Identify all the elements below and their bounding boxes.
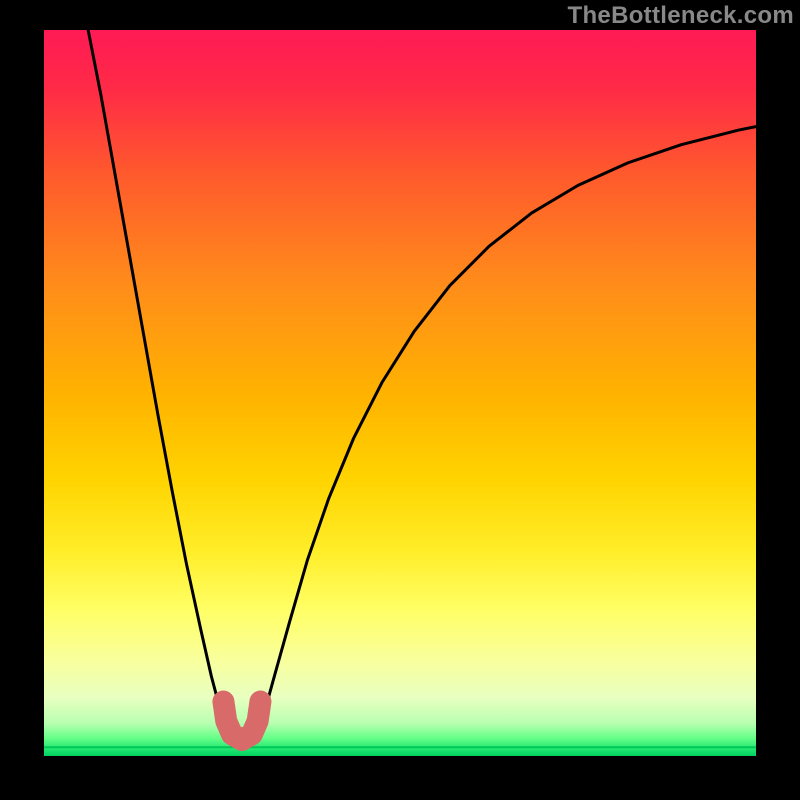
curve-left-branch [88,30,226,728]
chart-container: TheBottleneck.com [0,0,800,800]
dip-marker [223,702,260,740]
plot-area [44,30,756,756]
watermark-text: TheBottleneck.com [568,2,794,30]
curve-right-branch [259,127,756,729]
chart-svg [44,30,756,756]
